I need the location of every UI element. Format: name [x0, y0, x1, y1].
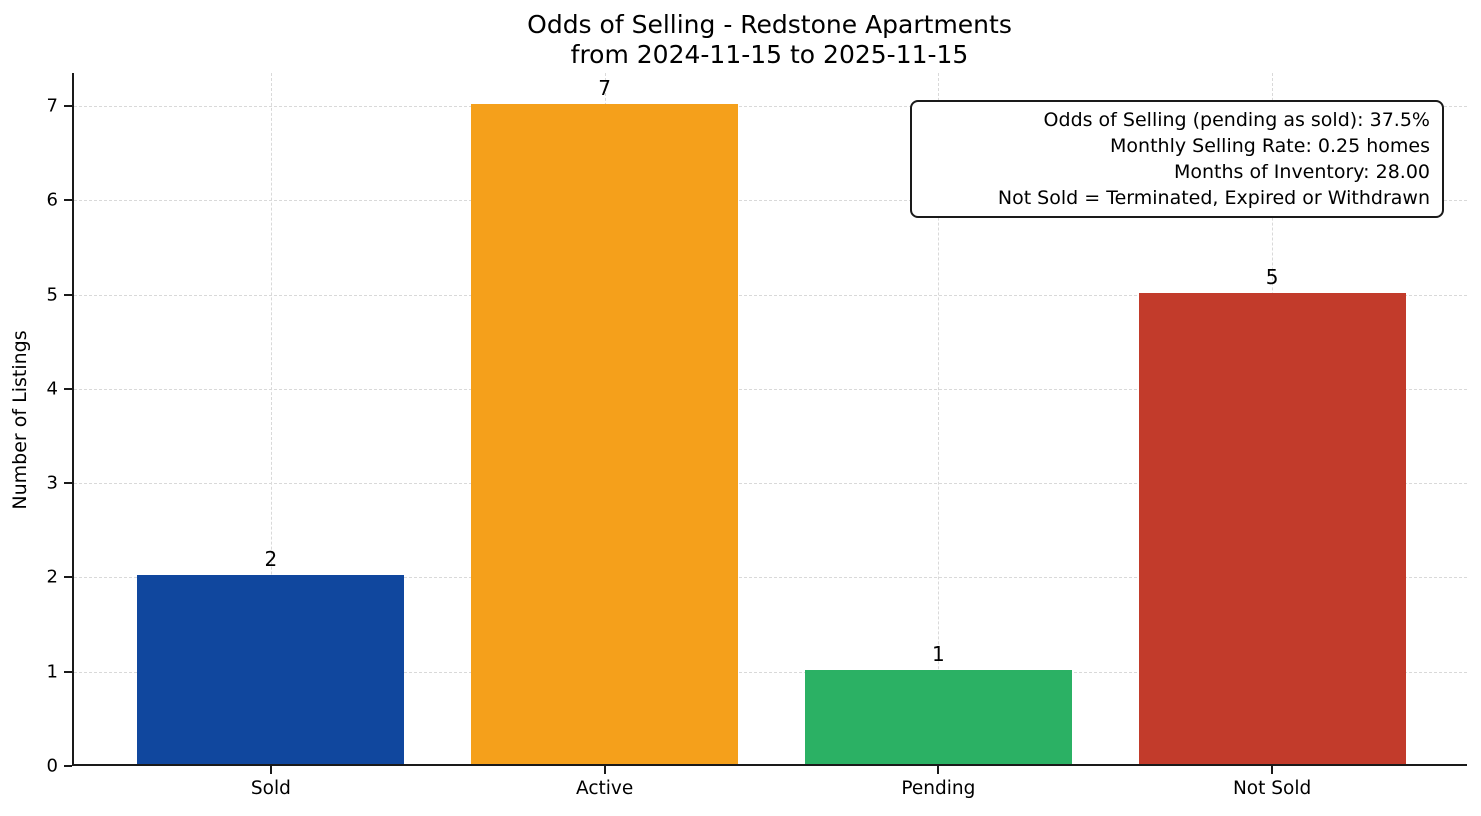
stat-months-of-inventory: Months of Inventory: 28.00 — [1173, 161, 1430, 183]
y-tick-mark — [64, 576, 72, 579]
horizontal-gridline — [74, 671, 1467, 673]
bar-value-label: 5 — [1265, 264, 1279, 289]
y-tick-mark — [64, 293, 72, 296]
horizontal-gridline — [74, 388, 1467, 390]
y-tick-mark — [64, 765, 72, 767]
y-tick-mark — [64, 670, 72, 673]
bar-sold — [137, 575, 405, 764]
x-tick-mark — [269, 766, 272, 774]
plot-area: 0 1 2 3 4 5 6 7 2 Sold 7 Active 1 Pending 5 Not Sold — [47, 73, 1467, 799]
x-tick-label: Active — [576, 778, 634, 799]
y-tick-label: 0 — [46, 755, 58, 777]
bar-value-label: 7 — [598, 76, 611, 100]
y-tick-label: 4 — [46, 378, 58, 400]
x-tick-label: Pending — [901, 778, 976, 799]
bar-pending — [804, 669, 1072, 764]
chart-title-line-1: Odds of Selling - Redstone Apartments — [527, 10, 1012, 39]
bar-not-sold — [1138, 292, 1406, 764]
chart-title: Odds of Selling - Redstone Apartments fr… — [72, 10, 1467, 70]
bar-active — [471, 104, 739, 764]
horizontal-gridline — [74, 483, 1467, 485]
stat-not-sold-definition: Not Sold = Terminated, Expired or Withdr… — [997, 187, 1430, 209]
y-tick-mark — [64, 387, 72, 390]
y-axis-label: Number of Listings — [9, 330, 31, 510]
x-tick-label: Not Sold — [1232, 778, 1312, 799]
bar-value-label: 1 — [931, 641, 945, 666]
stat-odds-of-selling: Odds of Selling (pending as sold): 37.5% — [1043, 109, 1430, 131]
y-tick-label: 6 — [46, 189, 58, 211]
y-tick-label: 7 — [46, 95, 58, 117]
y-tick-label: 1 — [46, 661, 58, 683]
stats-annotation-box: Odds of Selling (pending as sold): 37.5%… — [910, 100, 1444, 218]
x-tick-mark — [1271, 766, 1274, 774]
horizontal-gridline — [74, 294, 1467, 296]
y-tick-mark — [64, 482, 72, 485]
bar-value-label: 2 — [264, 547, 278, 572]
y-tick-mark — [64, 199, 72, 202]
horizontal-gridline — [74, 106, 1467, 107]
horizontal-gridline — [74, 577, 1467, 579]
y-tick-label: 5 — [46, 284, 58, 306]
y-tick-label: 3 — [46, 472, 58, 494]
y-tick-mark — [64, 105, 72, 107]
horizontal-gridline — [74, 200, 1467, 202]
vertical-gridline — [938, 73, 940, 764]
vertical-gridline — [270, 73, 272, 764]
chart-title-line-2: from 2024-11-15 to 2025-11-15 — [570, 40, 969, 69]
y-tick-label: 2 — [46, 566, 58, 588]
x-tick-mark — [937, 766, 940, 774]
x-tick-label: Sold — [250, 778, 291, 799]
stat-monthly-selling-rate: Monthly Selling Rate: 0.25 homes — [1110, 135, 1430, 157]
x-tick-mark — [603, 766, 606, 774]
